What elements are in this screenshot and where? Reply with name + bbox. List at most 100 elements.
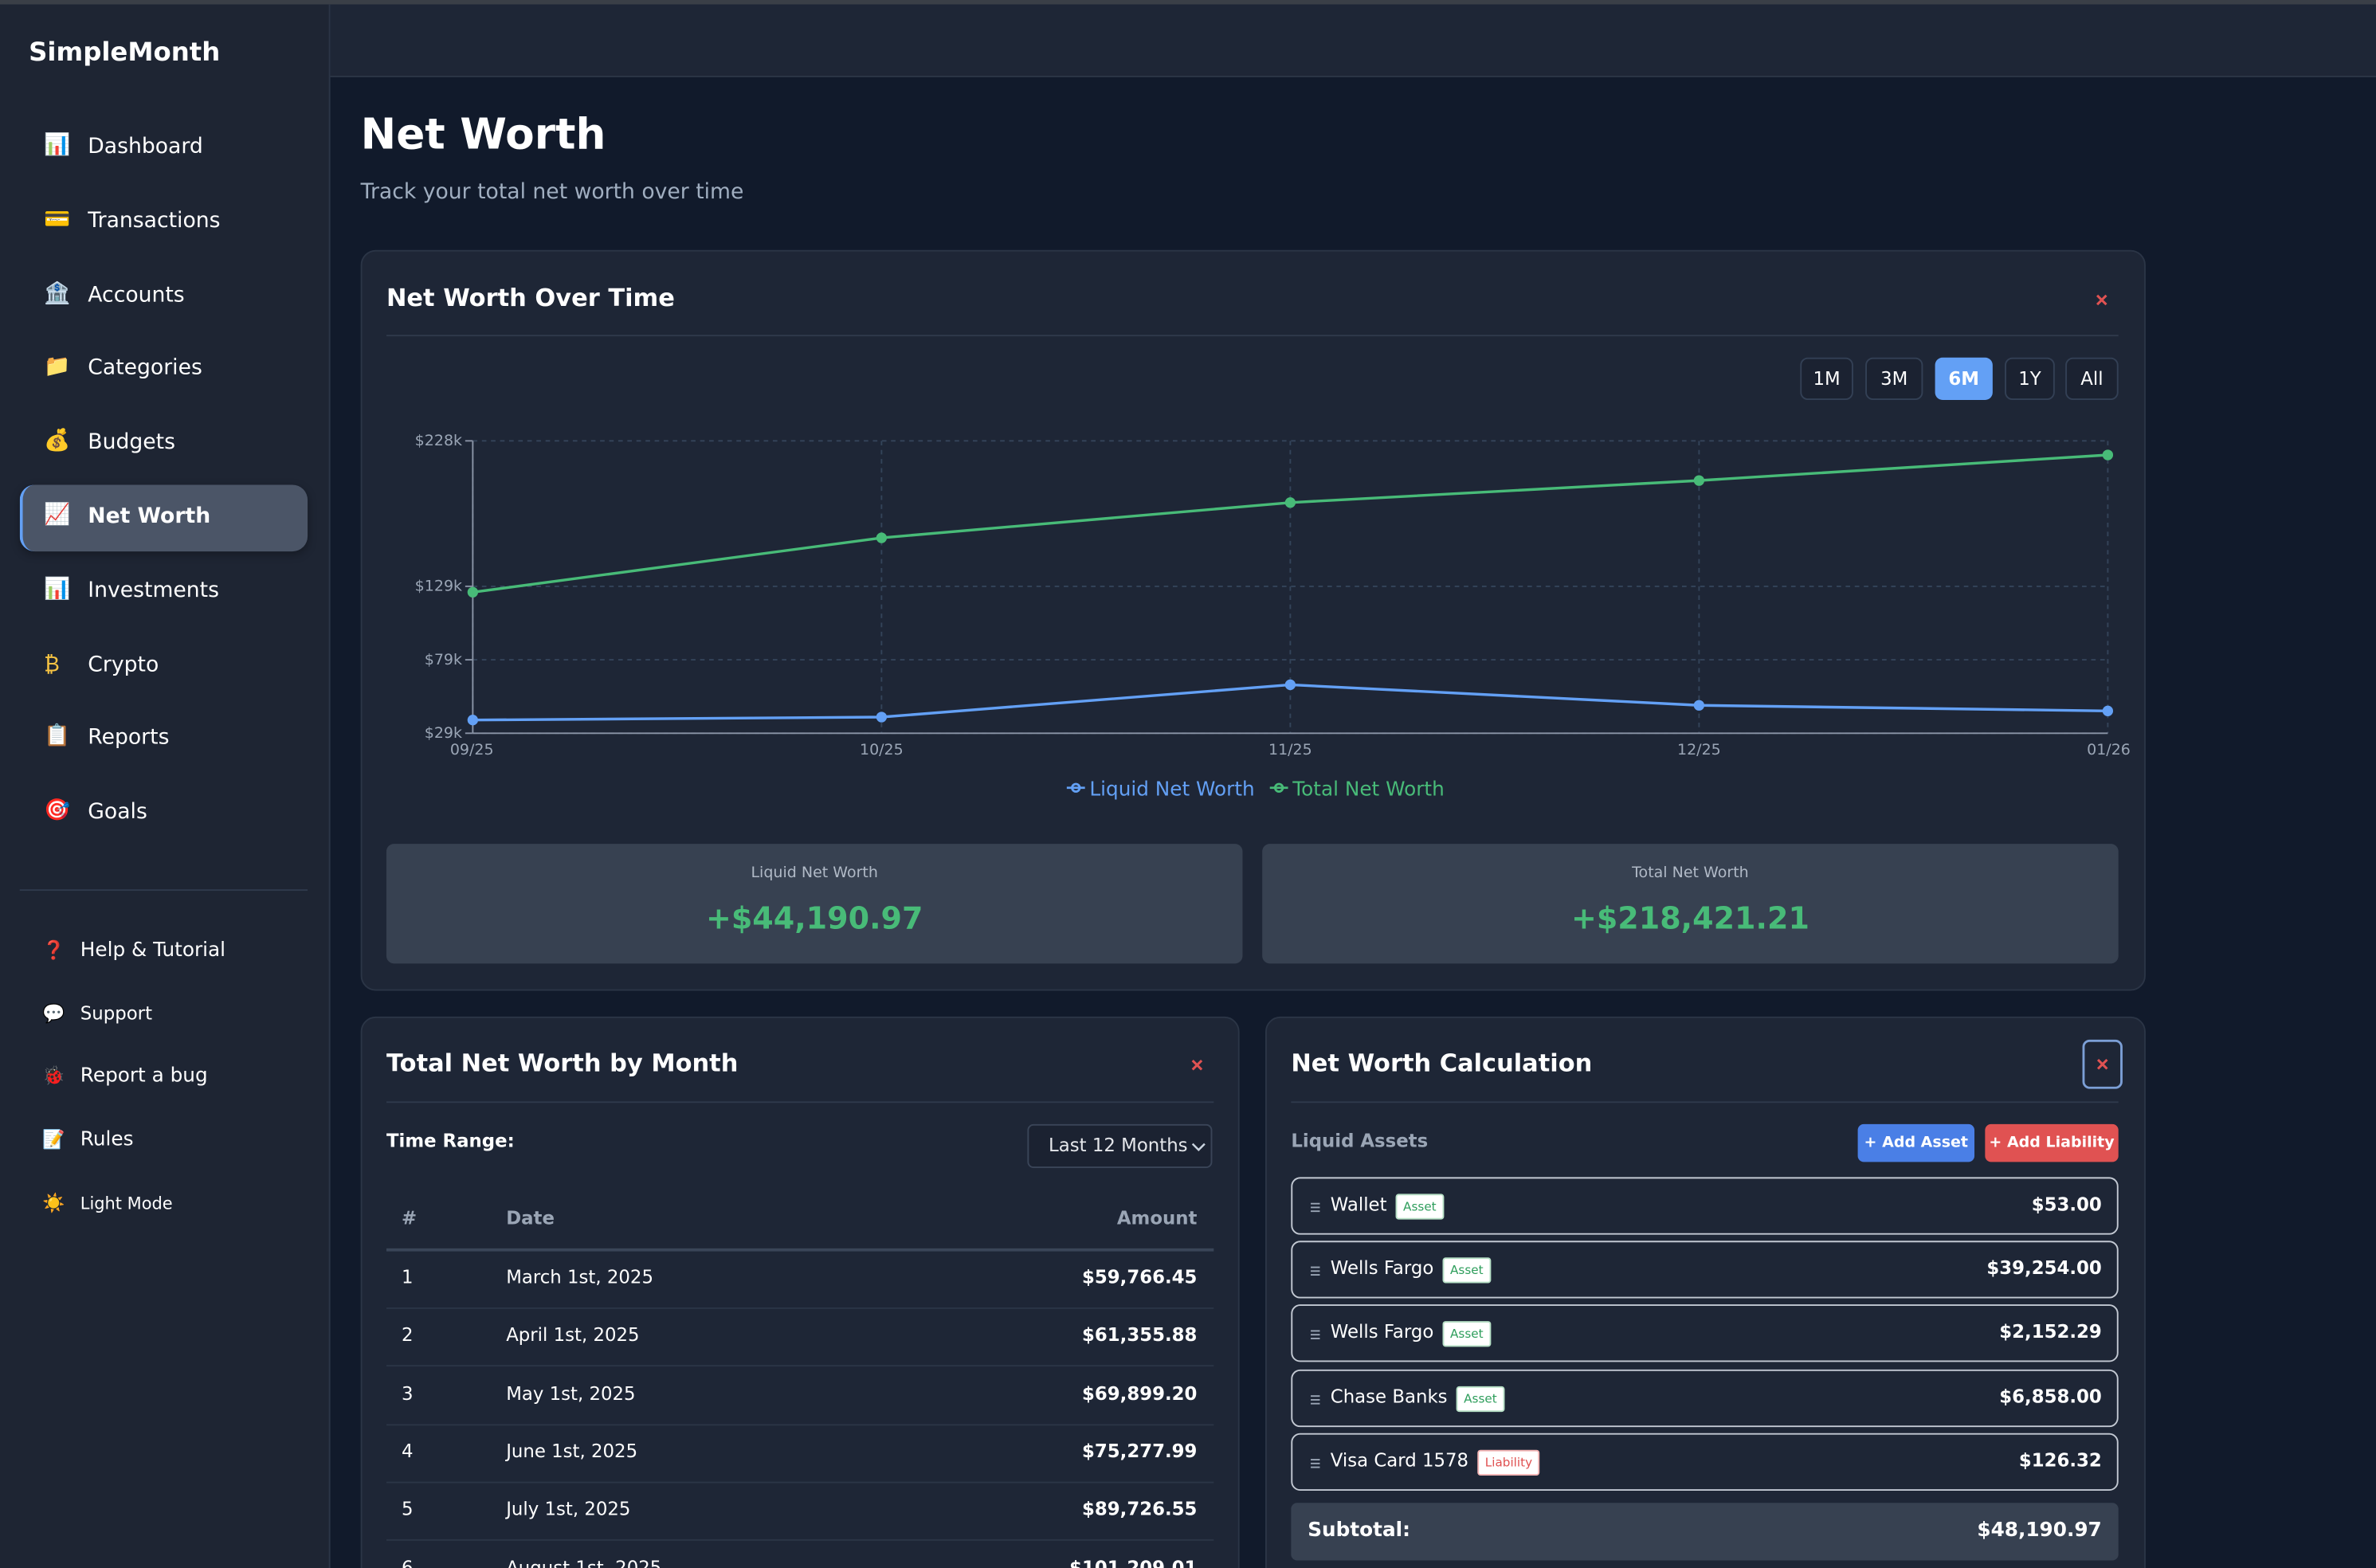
x-tick-label: 01/26 bbox=[2087, 741, 2131, 759]
monthly-card bbox=[360, 1016, 1240, 1568]
footer-link[interactable]: Rules bbox=[80, 1127, 134, 1151]
cell: May 1st, 2025 bbox=[506, 1382, 636, 1404]
drag-handle[interactable] bbox=[1309, 1394, 1321, 1405]
range-value: Last 12 Months bbox=[1049, 1135, 1188, 1156]
row-rule bbox=[386, 1539, 1214, 1542]
cell: March 1st, 2025 bbox=[506, 1266, 653, 1288]
drag-handle[interactable] bbox=[1309, 1457, 1321, 1469]
data-point bbox=[876, 711, 888, 723]
nav-item-active[interactable] bbox=[19, 484, 308, 552]
card-title: Total Net Worth by Month bbox=[386, 1048, 739, 1077]
cell: June 1st, 2025 bbox=[506, 1441, 638, 1462]
divider bbox=[19, 889, 308, 892]
nav-label[interactable]: Goals bbox=[88, 800, 147, 825]
add-liability-button[interactable]: + Add Liability bbox=[1985, 1123, 2119, 1162]
footer-icon: ☀️ bbox=[42, 1192, 65, 1213]
legend-marker bbox=[1071, 782, 1081, 793]
table-rule bbox=[386, 1248, 1214, 1252]
nav-label[interactable]: Categories bbox=[88, 356, 202, 382]
row-rule bbox=[386, 1481, 1214, 1484]
cell: $59,766.45 bbox=[1082, 1266, 1198, 1288]
divider bbox=[1291, 1101, 2119, 1103]
item-amount: $39,254.00 bbox=[1986, 1257, 2102, 1279]
footer-icon: 💬 bbox=[42, 1002, 65, 1024]
top-bar bbox=[330, 4, 2376, 77]
cell: 1 bbox=[401, 1266, 414, 1288]
range-button[interactable]: All bbox=[2065, 357, 2119, 400]
cell: 3 bbox=[401, 1382, 414, 1404]
window-edge bbox=[0, 0, 2376, 5]
nav-label[interactable]: Accounts bbox=[88, 282, 185, 308]
nav-icon: ₿ bbox=[44, 652, 60, 677]
range-button[interactable]: 6M bbox=[1935, 357, 1993, 400]
cell: August 1st, 2025 bbox=[506, 1556, 662, 1568]
range-select[interactable] bbox=[1027, 1123, 1213, 1169]
table-header: Amount bbox=[1116, 1207, 1198, 1229]
nav-label[interactable]: Reports bbox=[88, 726, 170, 751]
legend-label: Total Net Worth bbox=[1292, 777, 1445, 800]
item-row bbox=[1291, 1369, 2119, 1428]
nav-label[interactable]: Crypto bbox=[88, 652, 159, 677]
nav-label[interactable]: Budgets bbox=[88, 430, 175, 455]
page-subtitle: Track your total net worth over time bbox=[360, 180, 744, 205]
item-row bbox=[1291, 1304, 2119, 1362]
range-button[interactable]: 3M bbox=[1865, 357, 1923, 400]
item-badge: Asset bbox=[1395, 1194, 1445, 1220]
subtotal-value: $48,190.97 bbox=[1977, 1519, 2102, 1543]
stat-box bbox=[386, 844, 1243, 964]
add-asset-button[interactable]: + Add Asset bbox=[1857, 1123, 1975, 1162]
brand: SimpleMonth bbox=[29, 37, 221, 69]
cell: July 1st, 2025 bbox=[506, 1498, 631, 1520]
cell: April 1st, 2025 bbox=[506, 1324, 640, 1347]
table-header: # bbox=[401, 1207, 418, 1229]
drag-handle[interactable] bbox=[1309, 1201, 1321, 1213]
data-point bbox=[467, 586, 479, 598]
x-tick-label: 12/25 bbox=[1677, 741, 1721, 759]
footer-link[interactable]: Light Mode bbox=[80, 1193, 173, 1213]
nav-label[interactable]: Net Worth bbox=[88, 504, 211, 529]
nav-icon: 💳 bbox=[44, 207, 71, 232]
item-badge: Asset bbox=[1456, 1386, 1505, 1413]
sidebar bbox=[0, 4, 331, 1568]
item-name: Wells Fargo bbox=[1330, 1321, 1434, 1343]
nav-label[interactable]: Investments bbox=[88, 578, 219, 603]
range-button[interactable]: 1Y bbox=[2005, 357, 2055, 400]
data-point bbox=[1284, 679, 1296, 691]
footer-link[interactable]: Help & Tutorial bbox=[80, 939, 226, 962]
nav-label[interactable]: Dashboard bbox=[88, 135, 203, 159]
range-label: Time Range: bbox=[386, 1130, 515, 1152]
nav-icon: 🎯 bbox=[44, 798, 71, 823]
divider bbox=[386, 1101, 1214, 1103]
drag-handle[interactable] bbox=[1309, 1265, 1321, 1277]
close-button[interactable] bbox=[1188, 1056, 1206, 1074]
y-tick-label: $79k bbox=[425, 651, 462, 668]
x-tick-label: 09/25 bbox=[450, 741, 494, 759]
close-button[interactable] bbox=[2092, 291, 2111, 309]
data-point bbox=[1284, 497, 1296, 508]
nav-icon: 📋 bbox=[44, 724, 71, 750]
chevron bbox=[1191, 1143, 1206, 1151]
data-point bbox=[2102, 449, 2114, 461]
nav-label[interactable]: Transactions bbox=[88, 209, 221, 233]
cell: $69,899.20 bbox=[1082, 1382, 1198, 1404]
legend-label: Liquid Net Worth bbox=[1089, 777, 1254, 800]
item-amount: $53.00 bbox=[2031, 1194, 2102, 1215]
stat-value: +$218,421.21 bbox=[1570, 900, 1809, 937]
item-badge: Asset bbox=[1442, 1321, 1492, 1347]
cell: $61,355.88 bbox=[1082, 1324, 1198, 1347]
range-button[interactable]: 1M bbox=[1800, 357, 1853, 400]
footer-link[interactable]: Support bbox=[80, 1002, 153, 1025]
data-point bbox=[1693, 700, 1705, 711]
item-amount: $6,858.00 bbox=[1999, 1386, 2102, 1408]
close-button[interactable] bbox=[2082, 1039, 2123, 1089]
footer-link[interactable]: Report a bug bbox=[80, 1064, 208, 1088]
cell: 6 bbox=[401, 1556, 414, 1568]
item-amount: $126.32 bbox=[2018, 1449, 2102, 1472]
nav-icon: 📊 bbox=[44, 133, 71, 158]
item-badge: Asset bbox=[1442, 1257, 1492, 1284]
drag-handle[interactable] bbox=[1309, 1329, 1321, 1341]
nav-icon: 📈 bbox=[44, 503, 71, 527]
data-point bbox=[1693, 475, 1705, 486]
subtotal-row bbox=[1291, 1503, 2119, 1561]
